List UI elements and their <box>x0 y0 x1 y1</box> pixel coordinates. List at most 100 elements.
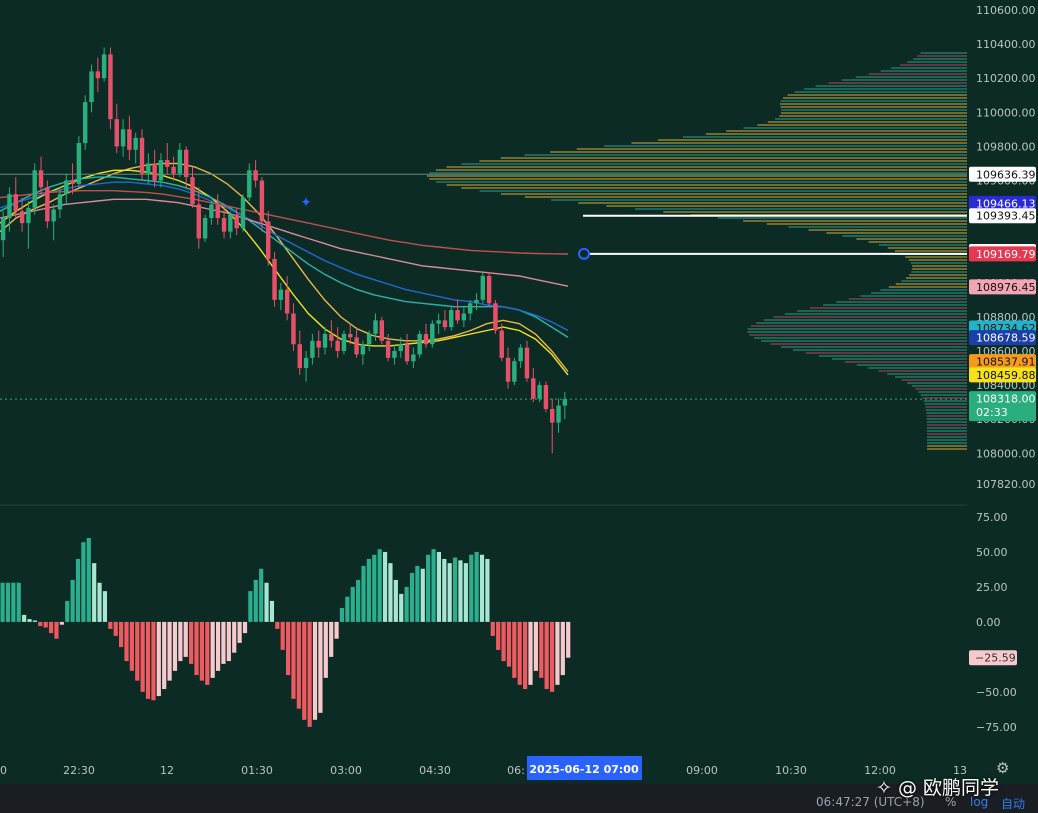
percent-toggle[interactable]: % <box>945 795 957 809</box>
time-tick-label: 10:30 <box>775 764 807 777</box>
volume-profile-bar <box>808 229 967 231</box>
volume-profile-bar <box>763 319 967 321</box>
price-tag-text: 108678.59 <box>976 332 1036 345</box>
price-tag <box>969 195 1036 211</box>
candle-body <box>417 333 422 355</box>
candle-body <box>32 170 37 208</box>
oscillator-tick-label: 0.00 <box>976 616 1001 629</box>
candle-body <box>158 160 164 181</box>
volume-profile-bar <box>908 259 967 261</box>
histogram-bar <box>275 621 280 629</box>
log-toggle[interactable]: log <box>970 795 989 809</box>
price-tag <box>969 166 1036 182</box>
volume-profile-bar <box>429 178 967 180</box>
time-tick-label: 04:30 <box>419 764 451 777</box>
price-tag-text: 108318.00 <box>976 393 1036 406</box>
volume-profile-bar <box>917 55 967 57</box>
candle-body <box>247 170 252 198</box>
volume-profile-bar <box>435 181 968 183</box>
histogram-bar <box>97 582 102 622</box>
histogram-bar <box>496 621 501 650</box>
histogram-bar <box>32 620 38 622</box>
volume-profile-bar <box>911 271 967 273</box>
oscillator-tick-label: −50.00 <box>976 686 1017 699</box>
candle-body <box>89 71 94 103</box>
candle-body <box>404 344 410 362</box>
histogram-bar <box>506 621 512 667</box>
candle-body <box>266 221 271 259</box>
candle-body <box>499 330 504 358</box>
histogram-bar <box>242 621 248 634</box>
histogram-bar <box>345 596 350 622</box>
oscillator-value-tag <box>969 650 1017 666</box>
candle-body <box>76 142 82 184</box>
histogram-bar <box>81 542 86 622</box>
moving-average-line <box>0 198 569 287</box>
moving-averages <box>0 162 569 376</box>
price-tag-text: 109169.79 <box>976 248 1036 261</box>
volume-profile-bar <box>446 184 968 186</box>
candle-body <box>537 385 542 399</box>
histogram-bar <box>27 619 32 622</box>
candle-body <box>152 163 157 181</box>
volume-profile-bar <box>705 133 967 135</box>
volume-profile-bar <box>726 130 967 132</box>
auto-scale-toggle[interactable]: 自动 <box>1001 797 1026 811</box>
histogram-bar <box>280 621 285 650</box>
volume-profile-bar <box>891 67 967 69</box>
volume-profile-bar <box>682 136 967 138</box>
moving-average-line <box>0 176 569 338</box>
trading-chart[interactable]: ✦ 110600.00 110400.00 110200.00 110000.00 10… <box>0 0 1038 784</box>
price-tag-text: 108976.45 <box>976 281 1036 294</box>
histogram-bar <box>350 586 355 622</box>
histogram-bar <box>302 621 307 720</box>
volume-profile-bar <box>856 238 967 240</box>
volume-profile-bar <box>549 151 967 153</box>
volume-profile-bar <box>868 73 967 75</box>
histogram-bar <box>339 607 345 622</box>
candle-body <box>133 137 138 150</box>
candlestick-series <box>0 47 568 454</box>
candle-body <box>127 129 132 150</box>
candle-body <box>57 194 63 210</box>
histogram-bar <box>38 621 43 627</box>
candle-body <box>442 320 448 328</box>
volume-profile-bar <box>780 100 967 102</box>
candle-body <box>228 214 233 232</box>
candle-body <box>455 310 460 321</box>
volume-profile-bar <box>925 406 967 408</box>
volume-profile-bar <box>578 202 967 204</box>
volume-profile-bar <box>780 106 967 108</box>
time-tick-label: 01:30 <box>241 764 273 777</box>
histogram-bar <box>59 621 64 625</box>
volume-profile-bar <box>787 94 967 96</box>
histogram-bar <box>334 621 339 639</box>
candle-body <box>82 102 88 143</box>
price-tag-text: 108537.91 <box>976 356 1036 369</box>
histogram-bar <box>442 558 447 622</box>
candle-body <box>51 209 56 222</box>
volume-profile-bar <box>550 199 967 201</box>
volume-profile-bar <box>878 244 967 246</box>
histogram-bar <box>420 568 425 622</box>
candle-body <box>366 333 372 345</box>
candle-body <box>7 194 12 219</box>
histogram-bar <box>210 621 215 678</box>
volume-profile-bar <box>926 415 967 417</box>
histogram-bar <box>54 621 59 639</box>
histogram-bar <box>16 582 21 622</box>
clock-text: 06:47:27 (UTC+8) <box>816 795 925 809</box>
price-tick-label: 110600.00 <box>976 4 1036 17</box>
volume-profile-bar <box>743 127 967 129</box>
candle-body <box>0 218 6 241</box>
settings-icon[interactable]: ⚙ <box>996 759 1010 777</box>
candle-body <box>379 320 385 341</box>
volume-profile-bar <box>922 397 967 399</box>
volume-profile-bar <box>880 289 967 291</box>
volume-profile-bar <box>887 373 967 375</box>
histogram-bar <box>172 621 178 671</box>
volume-profile-bar <box>435 169 968 171</box>
volume-profile-bar <box>788 226 967 228</box>
volume-profile-bar <box>923 400 967 402</box>
histogram-bar <box>549 621 555 692</box>
